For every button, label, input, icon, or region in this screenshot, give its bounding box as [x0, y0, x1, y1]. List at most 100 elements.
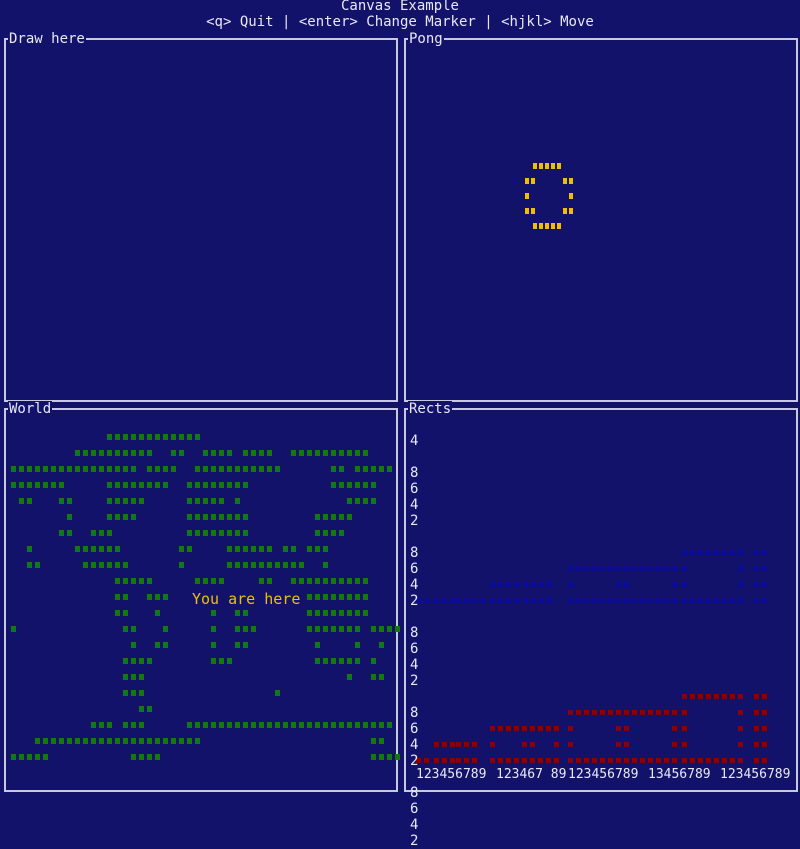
map-dot	[139, 482, 144, 488]
map-dot	[147, 738, 152, 744]
rect-dot	[698, 550, 703, 555]
map-dot	[331, 530, 336, 536]
rect-dot	[530, 726, 535, 731]
map-dot	[331, 450, 336, 456]
map-dot	[363, 466, 368, 472]
map-dot	[371, 482, 376, 488]
app-title: Canvas Example	[340, 0, 459, 14]
rect-dot	[624, 582, 629, 587]
map-dot	[91, 546, 96, 552]
map-dot	[339, 626, 344, 632]
map-dot	[123, 434, 128, 440]
rect-dot	[640, 710, 645, 715]
world-panel: World You are here	[4, 401, 400, 792]
rect-dot	[514, 582, 519, 587]
rects-y-tick-label: 2	[410, 513, 419, 529]
rect-dot	[490, 582, 495, 587]
map-dot	[275, 466, 280, 472]
map-dot	[203, 466, 208, 472]
map-dot	[75, 738, 80, 744]
map-dot	[243, 514, 248, 520]
map-dot	[387, 754, 392, 760]
map-dot	[131, 626, 136, 632]
map-dot	[291, 546, 296, 552]
map-dot	[43, 754, 48, 760]
rect-dot	[754, 742, 759, 747]
map-dot	[147, 706, 152, 712]
rect-dot	[498, 582, 503, 587]
map-dot	[107, 498, 112, 504]
rect-dot	[522, 726, 527, 731]
rect-dot	[656, 758, 661, 763]
map-dot	[243, 722, 248, 728]
map-dot	[91, 562, 96, 568]
rect-dot	[754, 598, 759, 603]
map-dot	[219, 658, 224, 664]
map-dot	[275, 690, 280, 696]
rects-y-tick-label: 4	[410, 497, 419, 513]
map-dot	[171, 450, 176, 456]
rect-dot	[546, 758, 551, 763]
rects-y-tick-label: 6	[410, 561, 419, 577]
rect-dot	[554, 726, 559, 731]
rect-dot	[730, 550, 735, 555]
map-dot	[227, 514, 232, 520]
map-dot	[67, 738, 72, 744]
map-dot	[355, 466, 360, 472]
rect-dot	[568, 598, 573, 603]
map-dot	[147, 434, 152, 440]
rect-dot	[682, 726, 687, 731]
rects-y-tick-label: 6	[410, 721, 419, 737]
rect-dot	[490, 598, 495, 603]
rects-x-tick-label: 123467 89	[496, 767, 567, 782]
map-dot	[211, 530, 216, 536]
map-dot	[203, 498, 208, 504]
rect-dot	[522, 742, 527, 747]
rect-dot	[632, 566, 637, 571]
ball-dot	[569, 208, 573, 214]
draw-panel-title: Draw here	[8, 31, 86, 47]
rect-dot	[568, 758, 573, 763]
rect-dot	[530, 742, 535, 747]
rect-dot	[600, 710, 605, 715]
rect-dot	[706, 550, 711, 555]
map-dot	[91, 722, 96, 728]
map-dot	[371, 626, 376, 632]
map-dot	[275, 562, 280, 568]
map-dot	[59, 466, 64, 472]
world-map-canvas	[11, 434, 400, 760]
rects-y-tick-label: 4	[410, 577, 419, 593]
map-dot	[75, 450, 80, 456]
map-dot	[179, 434, 184, 440]
map-dot	[283, 722, 288, 728]
map-dot	[379, 722, 384, 728]
rect-dot	[540, 582, 545, 587]
ball-dot	[531, 178, 535, 184]
map-dot	[211, 642, 216, 648]
map-dot	[331, 658, 336, 664]
rect-dot	[672, 582, 677, 587]
rect-dot	[624, 566, 629, 571]
map-dot	[75, 466, 80, 472]
map-dot	[355, 482, 360, 488]
map-dot	[379, 754, 384, 760]
map-dot	[363, 594, 368, 600]
map-dot	[203, 722, 208, 728]
map-dot	[139, 738, 144, 744]
rect-dot	[682, 598, 687, 603]
rect-dot	[754, 726, 759, 731]
map-dot	[243, 482, 248, 488]
draw-panel[interactable]: Draw here	[4, 31, 398, 402]
rect-dot	[506, 582, 511, 587]
map-dot	[219, 514, 224, 520]
map-dot	[107, 530, 112, 536]
map-dot	[67, 530, 72, 536]
map-dot	[363, 578, 368, 584]
rect-dot	[656, 710, 661, 715]
map-dot	[107, 482, 112, 488]
map-dot	[315, 530, 320, 536]
map-dot	[331, 626, 336, 632]
map-dot	[139, 706, 144, 712]
rect-dot	[706, 758, 711, 763]
map-dot	[339, 722, 344, 728]
